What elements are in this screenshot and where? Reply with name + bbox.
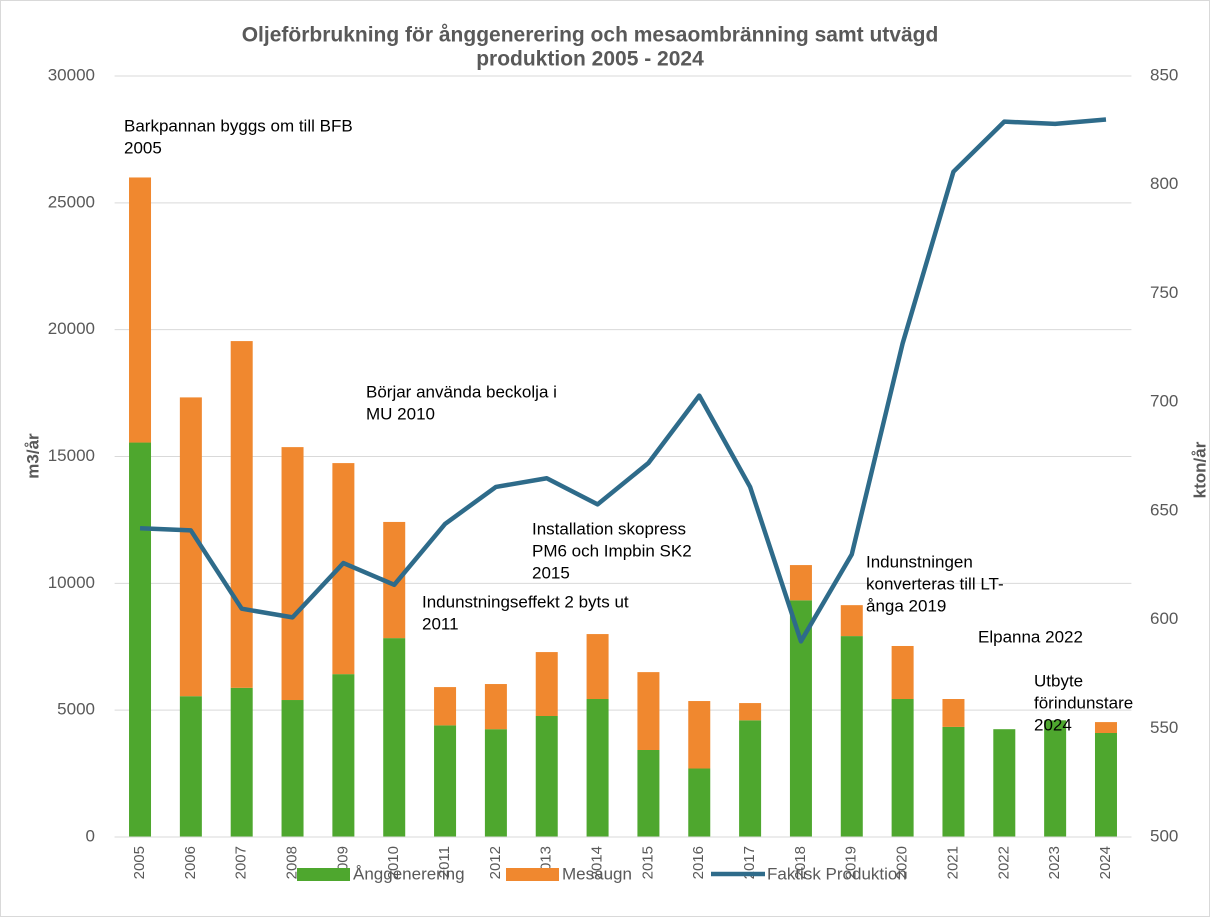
y-axis-label: m3/år (23, 433, 42, 479)
y2-tick-label: 800 (1150, 174, 1178, 193)
bar (840, 605, 863, 637)
line (139, 117, 1107, 644)
annotation: Indunstningen (866, 552, 973, 571)
y2-tick-label: 650 (1150, 500, 1178, 519)
annotation: ånga 2019 (866, 596, 946, 615)
x-tick-label: 2023 (1046, 846, 1063, 879)
bar (230, 687, 253, 837)
y2-tick-label: 850 (1150, 65, 1178, 84)
bar (637, 749, 660, 837)
bar (891, 699, 914, 837)
x-tick-label: 2010 (385, 846, 402, 879)
x-tick-label: 2005 (131, 846, 148, 879)
bar (484, 684, 507, 730)
bar (789, 600, 812, 837)
annotation: förindunstare (1034, 693, 1133, 712)
annotation: 2024 (1034, 715, 1072, 734)
x-tick-label: 2012 (487, 846, 504, 879)
bar (637, 672, 660, 750)
x-tick-label: 2015 (639, 846, 656, 879)
bar (230, 341, 253, 688)
bar (891, 645, 914, 700)
bar (789, 565, 812, 601)
bar (281, 700, 304, 837)
bar (129, 442, 152, 837)
bar (484, 729, 507, 837)
bar (535, 716, 558, 837)
y2-tick-label: 750 (1150, 283, 1178, 302)
bar (434, 687, 457, 726)
bar (840, 636, 863, 837)
legend-swatch (297, 868, 350, 881)
x-tick-label: 2018 (792, 846, 809, 879)
annotation: Utbyte (1034, 671, 1083, 690)
bar (129, 177, 152, 443)
bar (586, 699, 609, 837)
x-tick-label: 2011 (436, 846, 453, 878)
y-tick-label: 10000 (48, 573, 95, 592)
bar (281, 447, 304, 701)
annotation: PM6 och Impbin SK2 (532, 541, 692, 560)
bar (942, 699, 965, 727)
y-tick-label: 0 (86, 826, 95, 845)
bar (688, 768, 711, 837)
bar (739, 720, 762, 837)
legend-label: Faktisk Produktion (767, 864, 907, 883)
annotation: Indunstningseffekt 2 byts ut (422, 592, 629, 611)
y2-tick-label: 600 (1150, 609, 1178, 628)
bar (332, 463, 355, 675)
x-tick-label: 2008 (284, 846, 301, 879)
y2-tick-label: 500 (1150, 826, 1178, 845)
x-tick-label: 2006 (182, 846, 199, 879)
y-tick-label: 25000 (48, 192, 95, 211)
bar (179, 696, 202, 837)
y2-tick-label: 700 (1150, 392, 1178, 411)
x-tick-label: 2019 (843, 846, 860, 879)
bar (434, 725, 457, 837)
x-tick-label: 2014 (589, 846, 606, 879)
bar (1094, 722, 1117, 733)
annotation: 2005 (124, 138, 162, 157)
legend-label: Ånggenerering (353, 864, 465, 883)
bar (383, 521, 406, 639)
chart-title: produktion 2005 - 2024 (476, 48, 704, 71)
y-tick-label: 5000 (57, 700, 95, 719)
y-tick-label: 15000 (48, 446, 95, 465)
bar (1044, 720, 1067, 837)
annotation: Elpanna 2022 (978, 627, 1083, 646)
bar (688, 701, 711, 769)
y-tick-label: 30000 (48, 65, 95, 84)
bar (332, 674, 355, 837)
bar (993, 729, 1016, 837)
annotation: MU 2010 (366, 404, 435, 423)
x-tick-label: 2024 (1097, 846, 1114, 879)
bar (1094, 732, 1117, 837)
x-tick-label: 2021 (944, 846, 961, 879)
annotation: konverteras till LT- (866, 574, 1004, 593)
legend-label: Mesaugn (562, 864, 632, 883)
bar (179, 397, 202, 697)
y2-axis-label: kton/år (1190, 441, 1209, 498)
y-tick-label: 20000 (48, 319, 95, 338)
bar (535, 652, 558, 717)
annotation: Börjar använda beckolja i (366, 382, 557, 401)
bar (383, 638, 406, 837)
bar (739, 703, 762, 721)
x-tick-label: 2022 (995, 846, 1012, 879)
bar (942, 726, 965, 837)
legend-swatch (506, 868, 559, 881)
x-tick-label: 2016 (690, 846, 707, 879)
y2-tick-label: 550 (1150, 718, 1178, 737)
bar (586, 634, 609, 700)
x-tick-label: 2017 (741, 846, 758, 879)
annotation: Barkpannan byggs om till BFB (124, 116, 353, 135)
chart-title: Oljeförbrukning för ånggenerering och me… (242, 24, 939, 47)
x-tick-label: 2007 (233, 846, 250, 879)
annotation: Installation skopress (532, 519, 686, 538)
annotation: 2011 (422, 614, 459, 633)
annotation: 2015 (532, 563, 570, 582)
x-tick-label: 2020 (894, 846, 911, 879)
